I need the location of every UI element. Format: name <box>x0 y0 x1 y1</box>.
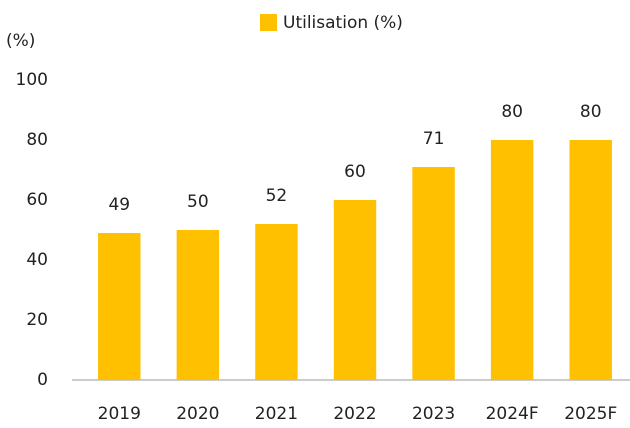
data-label: 80 <box>501 102 523 122</box>
x-tick-label: 2023 <box>412 404 455 424</box>
data-label: 71 <box>423 129 445 149</box>
bar <box>412 167 455 380</box>
bar <box>333 200 377 380</box>
x-tick-label: 2019 <box>98 404 141 424</box>
y-tick-label: 20 <box>26 310 48 330</box>
data-label: 60 <box>344 162 366 182</box>
data-label: 80 <box>580 102 602 122</box>
data-label: 50 <box>187 192 209 212</box>
x-tick-label: 2025F <box>564 404 617 424</box>
bar <box>255 224 298 380</box>
bar <box>98 233 141 380</box>
data-label: 52 <box>266 186 288 206</box>
y-tick-label: 100 <box>16 70 48 90</box>
x-tick-label: 2021 <box>255 404 298 424</box>
y-tick-label: 60 <box>26 190 48 210</box>
x-tick-label: 2022 <box>333 404 376 424</box>
bar <box>490 140 534 380</box>
legend-swatch <box>260 14 277 31</box>
data-label: 49 <box>108 195 130 215</box>
y-tick-label: 0 <box>37 370 48 390</box>
x-tick-label: 2024F <box>486 404 539 424</box>
y-tick-label: 40 <box>26 250 48 270</box>
legend-label: Utilisation (%) <box>283 13 403 33</box>
x-tick-label: 2020 <box>176 404 219 424</box>
bar <box>176 230 220 380</box>
y-tick-label: 80 <box>26 130 48 150</box>
y-axis-label: (%) <box>6 31 35 51</box>
bar <box>569 140 612 380</box>
